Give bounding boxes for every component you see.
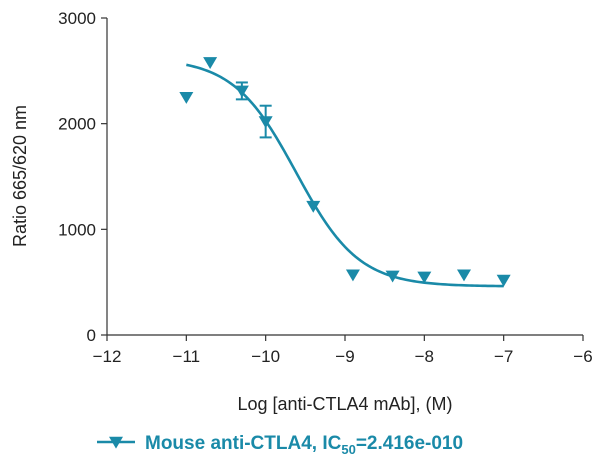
data-point xyxy=(203,57,218,70)
data-point xyxy=(258,116,273,129)
legend-marker-icon xyxy=(109,436,123,449)
x-tick-label: −11 xyxy=(173,347,201,366)
y-axis-title: Ratio 665/620 nm xyxy=(10,105,30,247)
y-tick-label: 3000 xyxy=(58,9,96,28)
fit-curve-group xyxy=(186,63,504,288)
x-tick-label: −8 xyxy=(415,347,434,366)
data-point xyxy=(385,270,400,283)
data-point xyxy=(179,92,194,104)
legend-label-value: =2.416e-010 xyxy=(356,433,463,454)
y-tick-label: 2000 xyxy=(58,115,96,134)
axes: −12 −11 −10 −9 −8 −7 −6 0 1000 2000 3000 xyxy=(58,9,593,366)
data-point xyxy=(496,274,511,287)
x-tick-label: −6 xyxy=(573,347,592,366)
legend-label: Mouse anti-CTLA4, IC50=2.416e-010 xyxy=(145,433,463,457)
x-axis-title: Log [anti-CTLA4 mAb], (M) xyxy=(237,394,452,414)
x-tick-label: −12 xyxy=(93,347,122,366)
data-point xyxy=(234,85,249,98)
data-points xyxy=(179,57,511,287)
x-tick-label: −7 xyxy=(494,347,513,366)
y-tick-label: 0 xyxy=(87,326,96,345)
x-tick-label: −10 xyxy=(251,347,280,366)
legend-label-subscript: 50 xyxy=(341,442,355,457)
legend: Mouse anti-CTLA4, IC50=2.416e-010 xyxy=(97,433,463,457)
fit-curve xyxy=(186,63,504,288)
y-tick-label: 1000 xyxy=(58,220,96,239)
data-point xyxy=(306,200,321,213)
data-point xyxy=(457,269,471,282)
data-point xyxy=(345,269,360,282)
x-tick-label: −9 xyxy=(335,347,354,366)
data-point xyxy=(417,271,432,284)
legend-label-main: Mouse anti-CTLA4, IC xyxy=(145,433,342,454)
